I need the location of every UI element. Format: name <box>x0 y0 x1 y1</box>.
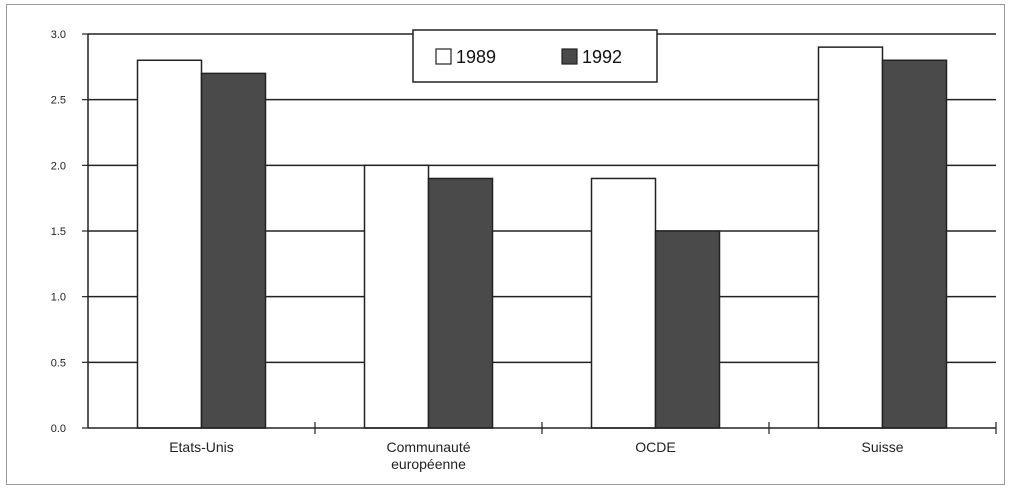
x-category-label: Etats-Unis <box>169 439 234 455</box>
y-tick-label: 1.0 <box>51 292 66 304</box>
bar-1992 <box>202 73 266 428</box>
bar-1992 <box>883 60 947 428</box>
bar-1992 <box>429 178 493 428</box>
legend-swatch <box>562 49 577 64</box>
legend-label: 1992 <box>582 47 622 67</box>
x-category-label: OCDE <box>635 439 675 455</box>
y-tick-label: 1.5 <box>51 226 66 238</box>
legend-swatch <box>436 49 451 64</box>
bar-1989 <box>138 60 202 428</box>
y-tick-label: 3.0 <box>51 29 66 41</box>
y-tick-label: 0.5 <box>51 357 66 369</box>
legend-label: 1989 <box>456 47 496 67</box>
bar-1989 <box>592 178 656 428</box>
x-category-label: Suisse <box>861 439 903 455</box>
y-tick-label: 0.0 <box>51 423 66 435</box>
bar-1989 <box>365 165 429 428</box>
bar-1989 <box>819 47 883 428</box>
bars <box>138 47 947 428</box>
y-tick-label: 2.0 <box>51 160 66 172</box>
x-category-label: Communauté européenne <box>386 439 470 472</box>
legend: 1989 1992 <box>413 30 657 82</box>
y-tick-label: 2.5 <box>51 95 66 107</box>
bar-1992 <box>656 231 720 428</box>
